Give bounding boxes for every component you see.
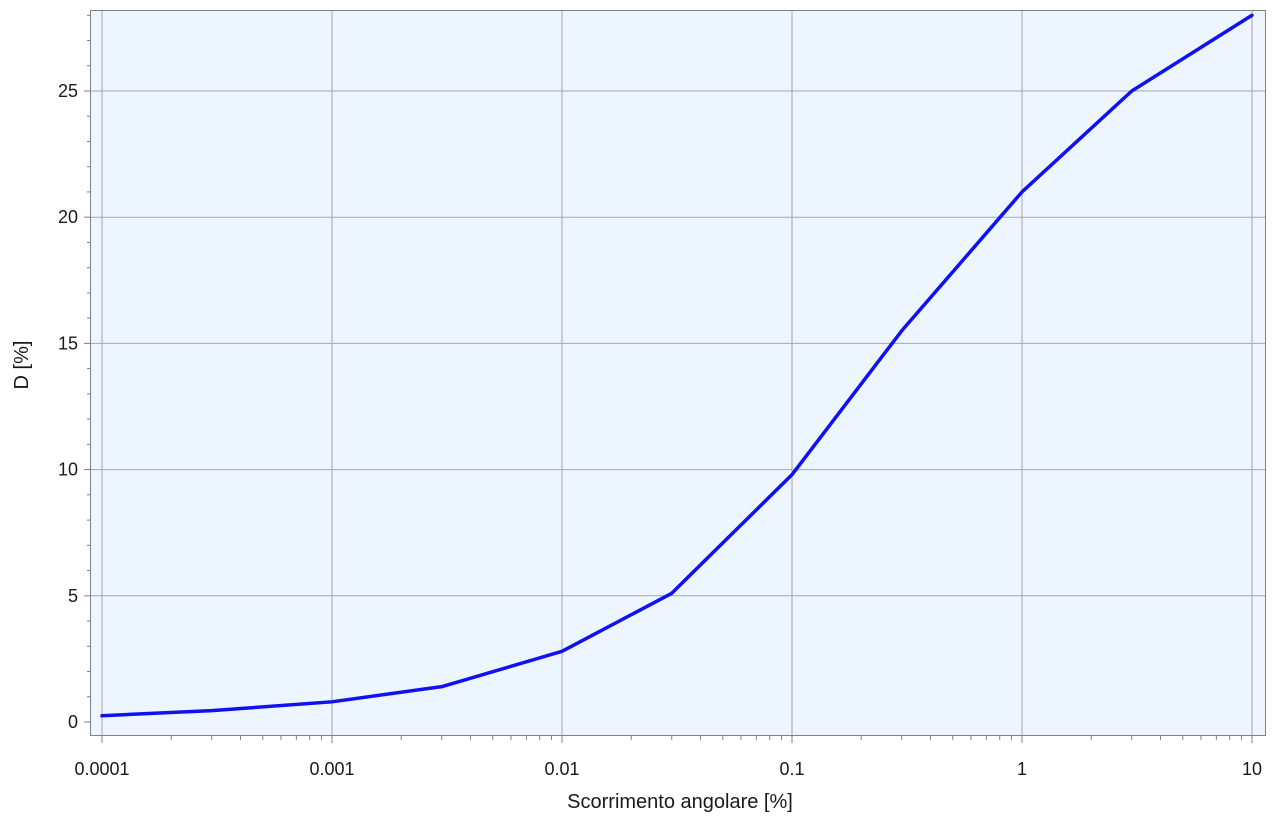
x-tick-label: 10: [1242, 759, 1262, 779]
y-tick-label: 0: [68, 712, 78, 732]
x-tick-label: 0.0001: [74, 759, 129, 779]
x-tick-label: 0.01: [544, 759, 579, 779]
y-axis-title: D [%]: [11, 341, 33, 390]
x-tick-label: 0.1: [779, 759, 804, 779]
series-layer: [100, 13, 1254, 718]
x-tick-label: 1: [1017, 759, 1027, 779]
y-tick-labels: 0 5 10 15 20 25: [58, 81, 78, 732]
x-tick-label: 0.001: [309, 759, 354, 779]
y-tick-label: 25: [58, 81, 78, 101]
plot-border: [90, 10, 1266, 736]
y-tick-label: 15: [58, 333, 78, 353]
x-tick-labels: 0.0001 0.001 0.01 0.1 1 10: [74, 759, 1262, 779]
gridlines: [90, 10, 1266, 736]
plot-area: [90, 10, 1266, 736]
y-tick-label: 20: [58, 207, 78, 227]
series-line: [100, 13, 1254, 718]
x-axis-title: Scorrimento angolare [%]: [567, 791, 793, 813]
minor-tick-marks: [84, 14, 1253, 743]
y-tick-label: 5: [68, 586, 78, 606]
y-tick-label: 10: [58, 460, 78, 480]
